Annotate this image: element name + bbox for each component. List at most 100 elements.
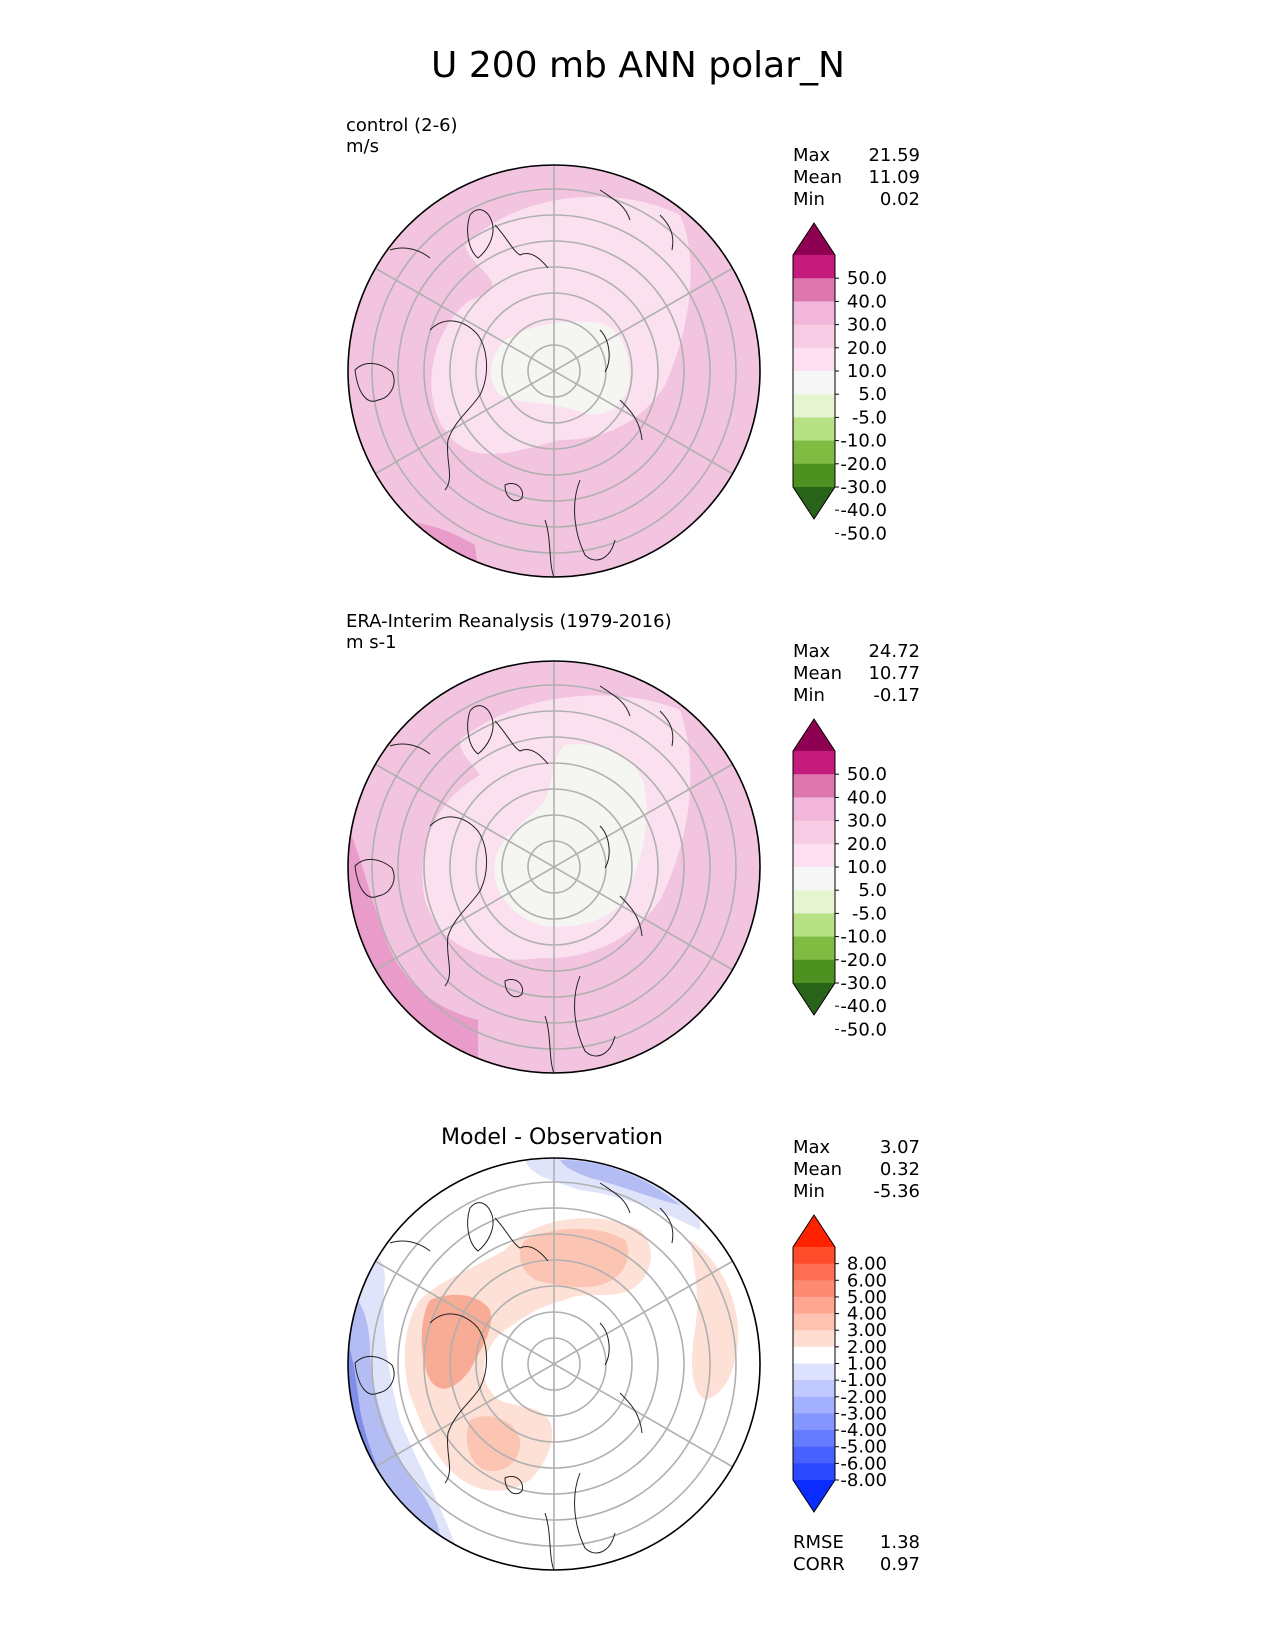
stat-max-label: Max [793,145,831,166]
colorbar-tick-label: -2.00 [840,1387,887,1408]
colorbar-segment [793,1330,835,1348]
colorbar-segment [793,1263,835,1281]
coastlines [354,685,674,1073]
colorbar-segment [793,1396,835,1415]
metric-rmse-label: RMSE [793,1532,844,1553]
stat-mean-value: 10.77 [868,663,920,684]
colorbar-segment [793,1463,835,1481]
colorbar-segment [793,774,835,798]
colorbar-tick-label: 8.00 [847,1254,887,1275]
colorbar-segment [793,1296,835,1315]
colorbar-tick-label: -5.0 [852,903,887,924]
colorbar-segment [793,936,835,961]
map-gridlines [371,1158,737,1570]
field-region-neg-top-strong [560,1160,680,1205]
panel-label: ERA-Interim Reanalysis (1979-2016) [346,611,672,632]
colorbar-segment [793,417,835,442]
panel-title: Model - Observation [441,1125,663,1150]
colorbar-segment [793,1346,835,1365]
colorbar: 50.040.0 30.020.010.05.0-5.0 -10.0-20.0-30… [792,222,887,544]
map-gridlines [371,165,737,577]
colorbar-segment [793,255,835,279]
colorbar-extend-max [793,223,835,255]
map-field [348,165,760,577]
colorbar-extend-min [793,983,835,1015]
metrics-box: RMSE 1.38 CORR 0.97 [793,1532,920,1575]
colorbar-segment [793,867,835,891]
coastlines [354,189,674,577]
metric-corr-value: 0.97 [880,1554,920,1575]
figure-title: U 200 mb ANN polar_N [431,45,845,86]
colorbar-tick-label: 30.0 [847,811,887,832]
panel-units: m/s [346,136,379,157]
colorbar-tick-label: -20.0 [840,950,887,971]
colorbar-segment [793,440,835,465]
colorbar-tick-label: 6.00 [847,1270,887,1291]
colorbar-tick-label: -1.00 [840,1370,887,1391]
stat-mean-label: Mean [793,167,842,188]
panel-units: m s-1 [346,632,397,653]
map-frame [347,660,761,1074]
colorbar-extend-max [793,1215,835,1247]
stat-min-label: Min [793,189,825,210]
stat-min-label: Min [793,1181,825,1202]
colorbar-tick-label: -20.0 [840,454,887,475]
colorbar-segment [793,820,835,845]
colorbar-segment [793,1430,835,1448]
colorbar-tick-label: 4.00 [847,1304,887,1325]
colorbar-tick-label: -4.00 [840,1420,887,1441]
colorbar-tick-label: 40.0 [847,787,887,808]
colorbar-tick-label: 5.0 [858,384,887,405]
stats-box: Max 3.07 Mean 0.32 Min -5.36 [793,1137,920,1202]
colorbar-segment [793,1280,835,1298]
panel-label: control (2-6) [346,115,458,136]
stats-box: Max 24.72 Mean 10.77 Min -0.17 [793,641,920,706]
colorbar-tick-label: -50.0 [840,1019,887,1040]
colorbar-tick-label: -10.0 [840,927,887,948]
colorbar-tick-label: -50.0 [840,523,887,544]
colorbar-tick-label: -3.00 [840,1403,887,1424]
metric-corr-label: CORR [793,1554,845,1575]
colorbar-segment [793,959,835,984]
stat-max-label: Max [793,641,831,662]
stat-max-value: 24.72 [868,641,920,662]
colorbar-tick-label: 10.0 [847,361,887,382]
map-field [348,1158,760,1570]
map-field [348,661,760,1073]
stat-mean-label: Mean [793,1159,842,1180]
stat-max-value: 21.59 [868,145,920,166]
map-frame [347,1157,761,1571]
colorbar-tick-label: 30.0 [847,315,887,336]
panel-diff: Model - Observation [347,1125,920,1575]
colorbar-segment [793,751,835,775]
stat-max-value: 3.07 [880,1137,920,1158]
colorbar-segment [793,1446,835,1464]
colorbar-tick-label: 3.00 [847,1320,887,1341]
stat-min-value: 0.02 [880,189,920,210]
colorbar-segment [793,797,835,822]
colorbar-tick-label: 5.00 [847,1287,887,1308]
colorbar-tick-label: 50.0 [847,268,887,289]
panel-test: control (2-6) m/s [346,115,920,578]
stats-box: Max 21.59 Mean 11.09 Min 0.02 [793,145,920,210]
colorbar-tick-label: 5.0 [858,880,887,901]
stat-mean-value: 11.09 [868,167,920,188]
colorbar-segment [793,890,835,914]
colorbar-segment [793,324,835,349]
colorbar-tick-label: -5.0 [852,407,887,428]
colorbar-tick-label: -30.0 [840,973,887,994]
colorbar-tick-label: -30.0 [840,477,887,498]
field-region-pos-right [690,1240,739,1400]
colorbar: 50.040.0 30.020.010.05.0-5.0 -10.0-20.0-30… [792,718,887,1040]
colorbar-segment [793,301,835,326]
colorbar-segment [793,1313,835,1331]
colorbar-extend-max [793,719,835,751]
colorbar-tick-label: -40.0 [840,500,887,521]
map-gridlines [371,661,737,1073]
panel-ref: ERA-Interim Reanalysis (1979-2016) m s-1 [346,611,920,1074]
colorbar-tick-label: -10.0 [840,431,887,452]
field-region-neg-top [525,1158,700,1230]
colorbar-segment [793,1413,835,1431]
colorbar-tick-label: 2.00 [847,1337,887,1358]
colorbar: 8.006.005.004.003.002.001.00-1.00-2.00-3… [792,1214,887,1513]
